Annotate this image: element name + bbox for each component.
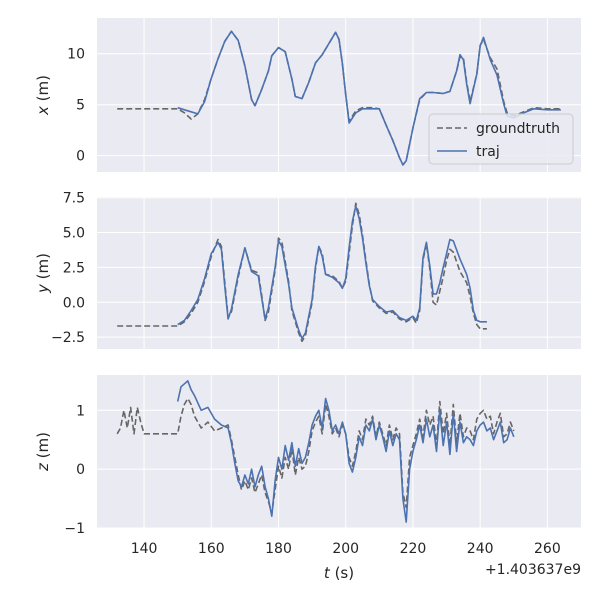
y-axis-label: x (m) [34,75,52,116]
y-tick-label: 5 [76,98,85,114]
subplot-y: −2.5 0.0 2.5 5.0 7.5 y (m) [34,191,581,349]
subplot-z: −1 0 1 z (m) 140 160 180 200 220 240 260 t (s) +1.40… [34,375,581,582]
y-tick-label: 5.0 [63,226,85,242]
y-tick-label: 1 [76,403,85,419]
y-axis-variable: x [34,106,52,116]
series-line-traj [177,205,487,340]
legend-label-traj: traj [476,144,500,160]
y-tick-label: 0.0 [63,295,85,311]
x-axis-label: t (s) [324,564,354,582]
y-axis-variable: z [34,462,52,472]
x-tick-label: 140 [131,541,158,557]
x-tick-label: 200 [332,541,359,557]
y-axis-unit: (m) [34,253,52,284]
y-tick-label: 0 [76,149,85,165]
x-tick-label: 160 [198,541,225,557]
plot-area [97,197,581,349]
y-axis-variable: y [34,283,52,294]
y-tick-label: 10 [67,47,85,63]
y-axis-label: z (m) [34,432,52,472]
x-axis-variable: t [324,564,331,582]
x-tick-label: 180 [265,541,292,557]
y-tick-label: −1 [64,521,85,537]
x-axis-unit: (s) [330,564,354,582]
series-line-traj [176,380,515,523]
y-tick-label: 2.5 [63,260,85,276]
y-tick-label: −2.5 [51,330,85,346]
y-axis-unit: (m) [34,75,52,106]
series-line-traj [177,30,561,166]
y-tick-label: 7.5 [63,191,85,207]
subplot-x: 0 5 10 x (m) groundtruth traj [34,18,581,172]
x-axis-offset-text: +1.403637e9 [485,562,581,578]
x-tick-label: 240 [467,541,494,557]
y-axis-label: y (m) [34,253,52,294]
y-axis-unit: (m) [34,432,52,463]
legend: groundtruth traj [428,113,574,165]
legend-label-groundtruth: groundtruth [476,121,560,137]
plot-area [97,375,581,528]
x-tick-label: 220 [400,541,427,557]
x-tick-label: 260 [534,541,561,557]
y-tick-label: 0 [76,462,85,478]
